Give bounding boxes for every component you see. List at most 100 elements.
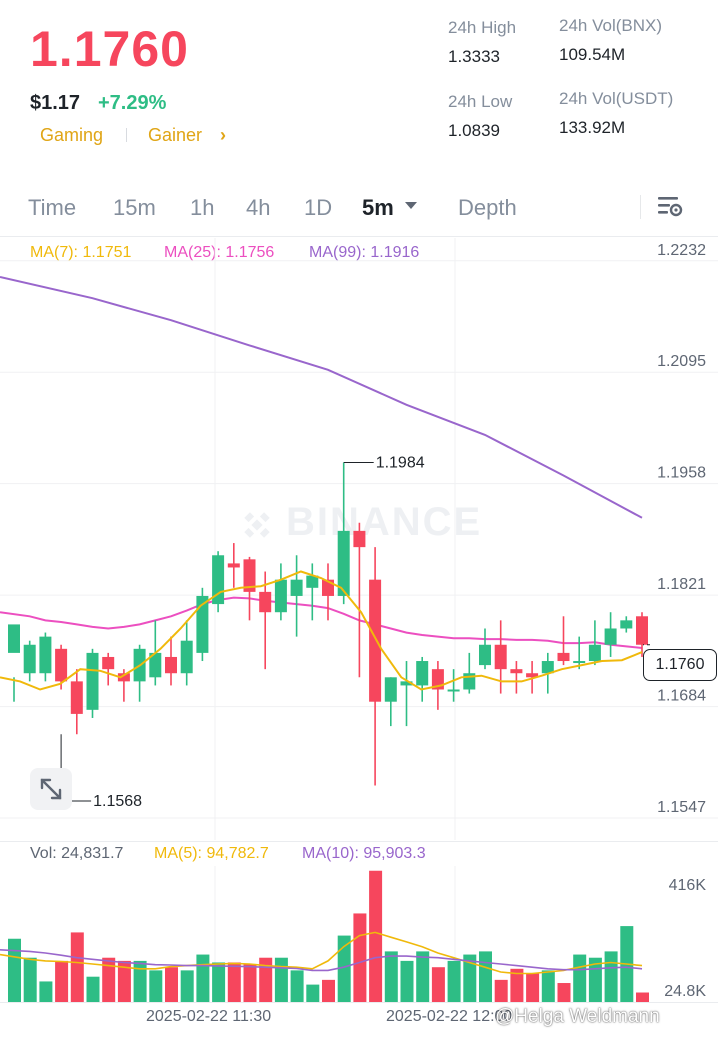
volume-bar (416, 951, 430, 1002)
volume-bar (557, 983, 571, 1002)
volume-bar (117, 960, 131, 1002)
volume-chart[interactable]: 416K 24.8K (0, 866, 718, 1002)
candle-body (573, 661, 586, 664)
volume-bar (165, 967, 178, 1002)
price-usd: $1.17 (30, 92, 81, 114)
chart-settings-icon[interactable] (656, 194, 684, 220)
vol-ma5-line (0, 931, 643, 975)
candle-body (23, 644, 36, 674)
candle-body (149, 652, 162, 678)
volume-bar (149, 970, 163, 1002)
candle-body (227, 563, 240, 568)
candle-body (165, 656, 177, 674)
watermark: BINANCE (286, 500, 483, 544)
candle-body (337, 530, 350, 596)
volume-bar (180, 970, 194, 1002)
tab-4h[interactable]: 4h (246, 195, 271, 220)
candle-body (102, 656, 115, 670)
price-change: +7.29% (98, 92, 167, 114)
volume-bar (431, 967, 445, 1002)
tag-separator (126, 128, 127, 142)
high-label: 24h High (448, 18, 517, 37)
vol-ma10-legend: MA(10): 95,903.3 (302, 845, 426, 862)
volume-bar (8, 938, 21, 1002)
ma99-legend: MA(99): 1.1916 (309, 244, 420, 261)
low-marker-label: 1.1568 (93, 793, 142, 810)
vol-base-value: 109.54M (559, 45, 626, 64)
candle-body (117, 673, 130, 682)
tab-1h[interactable]: 1h (190, 195, 215, 220)
expand-arrows-icon (40, 778, 62, 800)
volume-bar (541, 970, 555, 1002)
high-marker-label: 1.1984 (376, 455, 425, 472)
volume-bar (23, 957, 37, 1002)
ma25-line (0, 596, 643, 649)
volume-bar (55, 960, 69, 1002)
volume-divider (0, 841, 718, 842)
volume-bar (400, 960, 414, 1002)
volume-bar (447, 960, 461, 1002)
volume-bar (196, 954, 210, 1002)
volume-bar (306, 984, 320, 1002)
tab-1d[interactable]: 1D (304, 195, 333, 220)
candle-body (180, 640, 193, 674)
volume-bar (479, 951, 492, 1002)
candlestick-chart[interactable]: 1.2232 1.2095 1.1958 1.1821 1.1684 1.1547 1.19… (0, 238, 718, 840)
tab-depth[interactable]: Depth (458, 195, 517, 220)
volume-bar (133, 960, 147, 1002)
candle-body (479, 644, 491, 666)
expand-button[interactable] (30, 768, 72, 810)
candle-body (447, 689, 460, 692)
binance-logo-icon (244, 512, 270, 538)
price-tick-label: 1.1547 (657, 799, 706, 816)
vol-quote-value: 133.92M (559, 118, 626, 137)
low-value: 1.0839 (448, 121, 500, 140)
price-tick-label: 1.1821 (657, 576, 706, 593)
candle-body (353, 530, 366, 548)
candle-body (306, 575, 319, 588)
candle-body (243, 559, 256, 592)
candle-body (290, 579, 303, 596)
volume-bar (274, 957, 288, 1002)
volume-bar (369, 870, 383, 1002)
last-price: 1.1760 (30, 21, 189, 77)
ma7-legend: MA(7): 1.1751 (30, 244, 132, 261)
volume-bar (573, 954, 587, 1002)
candle-body (416, 661, 429, 686)
candle-body (526, 673, 539, 678)
vol-ma10-line (0, 949, 643, 972)
volume-bar (227, 962, 241, 1002)
volume-bar (212, 962, 226, 1002)
candle-body (400, 681, 413, 686)
candle-body (70, 681, 83, 714)
candle-body (636, 616, 648, 645)
ma99-line (0, 276, 643, 519)
caret-down-icon[interactable] (404, 201, 418, 211)
volume-bar (39, 981, 53, 1002)
tab-5m[interactable]: 5m (362, 195, 394, 220)
tab-time[interactable]: Time (28, 195, 77, 220)
vol-legend: Vol: 24,831.7 (30, 845, 124, 862)
volume-bar (463, 954, 477, 1002)
candle-body (557, 652, 570, 662)
tag-chevron-icon[interactable]: › (220, 125, 226, 145)
candle-body (39, 636, 52, 674)
high-value: 1.3333 (448, 47, 500, 66)
vol-axis-bottom: 24.8K (664, 983, 706, 1000)
volume-bar (526, 973, 540, 1002)
tag-gainer[interactable]: Gainer (148, 125, 203, 145)
tab-15m[interactable]: 15m (113, 195, 156, 220)
volume-bar (70, 932, 84, 1002)
date-label-1: 2025-02-22 11:30 (146, 1008, 272, 1025)
candle-body (55, 648, 68, 682)
date-label-2: 2025-02-22 12:00 (386, 1008, 513, 1025)
candle-body (369, 579, 382, 702)
current-price-label: 1.1760 (643, 649, 717, 681)
ma25-legend: MA(25): 1.1756 (164, 244, 275, 261)
volume-bar (290, 970, 304, 1002)
price-tick-label: 1.1684 (657, 688, 706, 705)
volume-bottom-divider (0, 1002, 718, 1003)
tag-gaming[interactable]: Gaming (40, 125, 104, 145)
candle-body (86, 652, 99, 710)
candle-body (604, 628, 617, 645)
